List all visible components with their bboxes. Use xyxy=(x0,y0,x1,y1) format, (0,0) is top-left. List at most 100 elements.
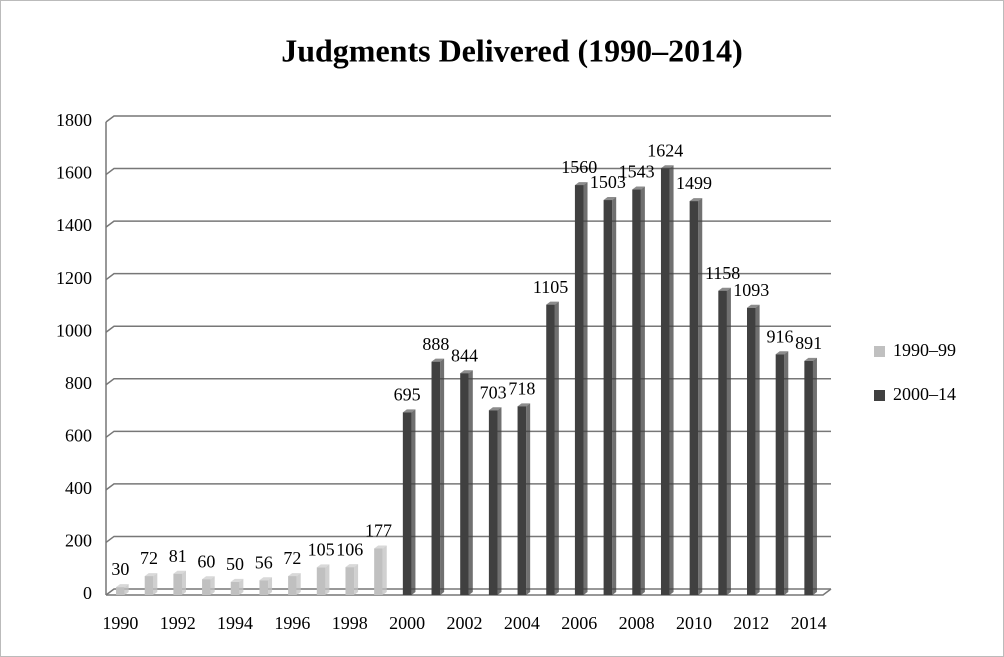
data-label: 56 xyxy=(255,552,273,572)
bar-top xyxy=(144,573,158,577)
bar-top xyxy=(746,304,760,308)
grid-line xyxy=(105,272,831,281)
data-label: 1624 xyxy=(647,140,683,160)
bar-side xyxy=(726,287,731,595)
bar-top xyxy=(804,357,817,361)
y-tick-label: 1000 xyxy=(56,320,92,340)
grid-line xyxy=(105,167,831,176)
data-label: 72 xyxy=(283,548,301,568)
y-tick-label: 1800 xyxy=(56,110,92,130)
bar xyxy=(288,576,297,595)
bar xyxy=(202,579,211,595)
bar xyxy=(173,573,183,595)
data-label: 888 xyxy=(422,334,449,354)
data-label: 1093 xyxy=(733,280,769,300)
data-label: 718 xyxy=(508,378,535,398)
data-label: 30 xyxy=(111,559,129,579)
y-tick-label: 1200 xyxy=(56,268,92,288)
legend-swatch xyxy=(874,390,885,401)
data-label: 1560 xyxy=(561,157,597,177)
bar xyxy=(546,304,555,595)
bar-top xyxy=(116,584,129,588)
bar-side xyxy=(411,409,416,595)
x-tick-label: 1998 xyxy=(332,613,368,633)
bar xyxy=(116,587,125,595)
y-tick-label: 800 xyxy=(65,373,92,393)
bar xyxy=(804,360,813,595)
bar xyxy=(144,576,154,595)
bar-top xyxy=(775,351,789,355)
bar-top xyxy=(546,301,559,305)
data-label: 1105 xyxy=(533,277,568,297)
chart-title: Judgments Delivered (1990–2014) xyxy=(281,32,743,68)
x-tick-label: 1992 xyxy=(160,613,196,633)
bar xyxy=(775,354,785,595)
grid-line xyxy=(105,535,831,544)
data-label: 1499 xyxy=(676,173,712,193)
data-label: 1503 xyxy=(590,172,626,192)
y-tick-label: 400 xyxy=(65,478,92,498)
x-tick-label: 2012 xyxy=(733,613,769,633)
data-label: 916 xyxy=(766,326,793,346)
grid-line xyxy=(105,588,831,596)
data-label: 106 xyxy=(336,539,363,559)
bar-side xyxy=(812,357,817,595)
x-tick-label: 1994 xyxy=(217,613,253,633)
bar-side xyxy=(153,573,158,595)
bar-side xyxy=(526,403,531,595)
x-tick-label: 2006 xyxy=(561,613,597,633)
bar xyxy=(488,410,498,595)
bar-side xyxy=(124,584,129,595)
data-label: 1543 xyxy=(619,162,655,182)
bar xyxy=(517,406,527,595)
bar-side xyxy=(382,545,387,595)
bar-top xyxy=(230,578,244,582)
bar-top xyxy=(259,577,273,581)
bar-side xyxy=(698,198,703,595)
bar xyxy=(345,567,355,595)
grid-line xyxy=(105,325,831,333)
bar xyxy=(632,189,641,596)
bar xyxy=(660,168,670,595)
data-label: 72 xyxy=(140,548,158,568)
bar-top xyxy=(632,186,645,190)
bar-top xyxy=(718,287,731,291)
x-tick-label: 2002 xyxy=(447,613,483,633)
bar-side xyxy=(354,564,359,595)
grid-line xyxy=(105,378,831,386)
bar-side xyxy=(239,578,244,595)
bar-top xyxy=(202,576,215,580)
grid-line xyxy=(105,430,831,438)
data-label: 177 xyxy=(365,521,392,541)
data-label: 695 xyxy=(394,384,421,404)
data-label: 60 xyxy=(197,551,215,571)
data-label: 703 xyxy=(480,382,507,402)
grid-line xyxy=(105,115,831,123)
x-tick-label: 1996 xyxy=(274,613,310,633)
bar-side xyxy=(325,564,330,595)
bar-side xyxy=(583,182,588,596)
floor xyxy=(106,588,832,596)
bar-side xyxy=(755,304,760,595)
bar xyxy=(689,201,699,595)
bar xyxy=(259,580,269,595)
data-label: 50 xyxy=(226,554,244,574)
bar-top xyxy=(431,358,445,362)
bar-side xyxy=(554,301,559,595)
bar-side xyxy=(669,165,674,595)
data-label: 81 xyxy=(169,546,187,566)
x-tick-label: 1990 xyxy=(102,613,138,633)
x-tick-label: 2000 xyxy=(389,613,425,633)
y-tick-label: 1600 xyxy=(56,163,92,183)
bar-side xyxy=(784,351,789,595)
bar-top xyxy=(488,407,502,411)
data-label: 844 xyxy=(451,345,478,365)
x-tick-label: 2008 xyxy=(619,613,655,633)
bar xyxy=(402,412,412,595)
bar xyxy=(460,373,469,595)
x-tick-label: 2014 xyxy=(791,613,827,633)
bar-side xyxy=(268,577,273,595)
bar-top xyxy=(316,564,330,568)
bar-side xyxy=(640,186,645,596)
bar-side xyxy=(440,358,445,595)
